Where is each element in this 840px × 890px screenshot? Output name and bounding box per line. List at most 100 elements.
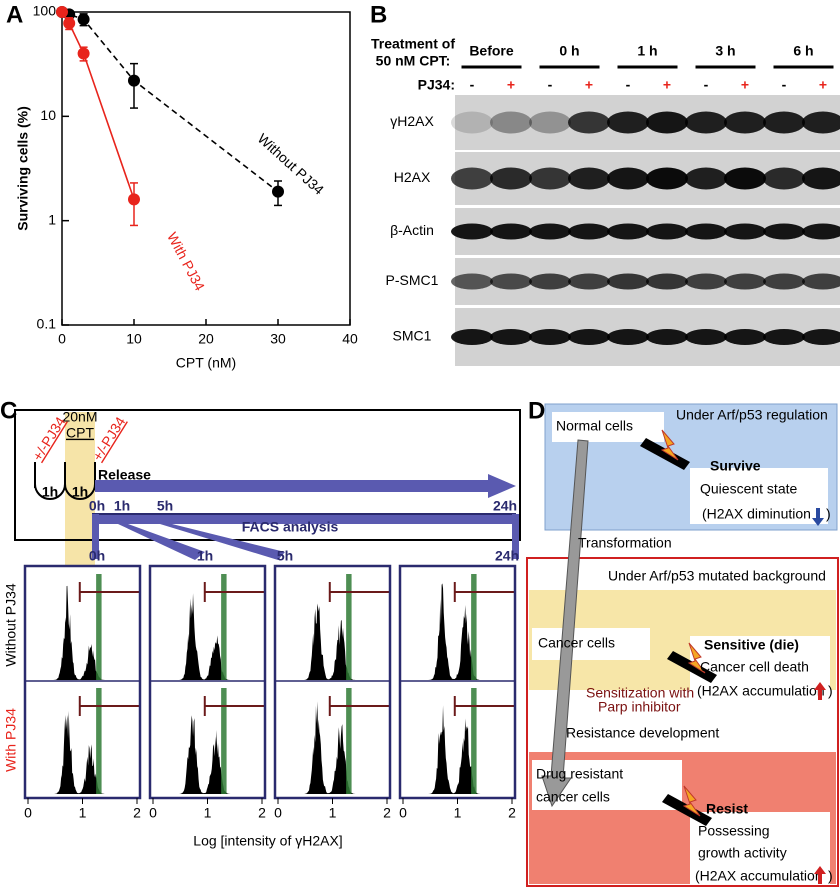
blot-band (685, 329, 727, 345)
histogram (403, 705, 491, 794)
accumulation-text: (H2AX accumulation (697, 683, 825, 699)
diminution-text: (H2AX diminution (702, 506, 811, 522)
blot-band (451, 223, 493, 240)
panel-time: 24h (495, 548, 519, 564)
data-point (77, 13, 90, 26)
facs-x-label: Log [intensity of γH2AX] (193, 833, 342, 849)
histogram (28, 585, 116, 680)
pj34-sign: + (819, 77, 827, 93)
panel-label: B (370, 1, 387, 28)
quiescent-text: Quiescent state (700, 481, 797, 497)
timeline-time: 0h (89, 498, 105, 514)
histogram (153, 715, 241, 794)
white-box (552, 412, 664, 442)
normal-text: Normal cells (556, 418, 633, 434)
facs-drop (92, 514, 99, 559)
facs-x-tick-label: 0 (274, 805, 282, 821)
release-bar (95, 480, 490, 492)
series-line (61, 11, 279, 193)
blot-band (763, 167, 805, 190)
timeline-arc (34, 483, 66, 500)
blot-band (490, 167, 532, 190)
blot-band (724, 167, 766, 190)
blot-band (451, 273, 493, 290)
data-point (128, 193, 140, 206)
blot-band (607, 223, 649, 240)
gate-bar (346, 574, 352, 680)
y-tick-label: 1 (48, 211, 56, 227)
x-tick-label: 10 (126, 331, 142, 347)
resistance-text: Resistance development (566, 725, 719, 741)
blot-band (646, 111, 688, 134)
growth-text: Possessing (698, 823, 770, 839)
blot-band (724, 223, 766, 240)
blot-band (568, 111, 610, 134)
y-tick-label: 0.1 (37, 316, 57, 332)
gate-bar (471, 574, 477, 680)
timepoint-label: 1 h (637, 43, 657, 59)
panel-label: D (528, 397, 545, 424)
blot-band (724, 273, 766, 290)
blot-band (490, 273, 532, 290)
blot-band (763, 273, 805, 290)
facs-drop (118, 524, 205, 560)
x-axis-label: CPT (nM) (176, 355, 236, 371)
blot-band (763, 223, 805, 240)
blot-band (568, 329, 610, 345)
pj34-sign: - (782, 77, 787, 93)
gate-bar (96, 688, 102, 794)
growth-text: growth activity (698, 845, 787, 861)
facs-x-tick-label: 1 (204, 805, 212, 821)
blot-band (802, 329, 840, 345)
release-arrowhead (488, 474, 516, 498)
facs-x-tick-label: 2 (383, 805, 391, 821)
facs-panel (273, 564, 392, 800)
sensitive-text: Sensitive (die) (704, 637, 799, 653)
facs-label: FACS analysis (242, 519, 339, 535)
lightning-icon (687, 642, 706, 674)
sensitization-text: Sensitization with (586, 685, 694, 701)
pj34-sign: - (548, 77, 553, 93)
pre-time: 1h (72, 484, 88, 500)
blot-band (802, 273, 840, 290)
white-box (690, 468, 828, 524)
white-box (690, 636, 830, 698)
blot-band (802, 223, 840, 240)
blot-row-label: P-SMC1 (386, 272, 439, 288)
up-arrow (814, 866, 826, 884)
timepoint-label: 6 h (793, 43, 813, 59)
facs-row-label: Without PJ34 (3, 583, 19, 666)
blot-band (529, 167, 571, 190)
blot-band (724, 329, 766, 345)
panel-label: C (0, 397, 17, 424)
blot-band (607, 111, 649, 134)
blot-band (568, 223, 610, 240)
timeline-arc (64, 483, 96, 500)
facs-x-tick-label: 2 (508, 805, 516, 821)
resist-text: Resist (706, 801, 748, 817)
data-point (77, 47, 90, 60)
pj34-treatment: +/-PJ34 (29, 414, 68, 464)
facs-x-tick-label: 1 (79, 805, 87, 821)
transformation-text: Transformation (578, 535, 672, 551)
up-arrow (814, 682, 826, 700)
release-label: Release (98, 467, 151, 483)
panel-label: A (6, 1, 23, 28)
lightning-icon (682, 785, 701, 817)
blot-band (685, 273, 727, 290)
blot-band (490, 223, 532, 240)
facs-x-tick-label: 2 (258, 805, 266, 821)
pj34-sign: - (470, 77, 475, 93)
timepoint-label: 3 h (715, 43, 735, 59)
histogram (403, 583, 491, 680)
resistant-text: Drug resistant (536, 766, 623, 782)
pj34-sign: - (626, 77, 631, 93)
regulation-text: Under Arf/p53 regulation (676, 407, 828, 423)
timeline-time: 24h (493, 498, 517, 514)
series-label: With PJ34 (164, 229, 208, 293)
blot-band (763, 111, 805, 134)
panel-time: 5h (277, 548, 293, 564)
y-tick-label: 10 (40, 107, 56, 123)
histogram (153, 593, 241, 680)
